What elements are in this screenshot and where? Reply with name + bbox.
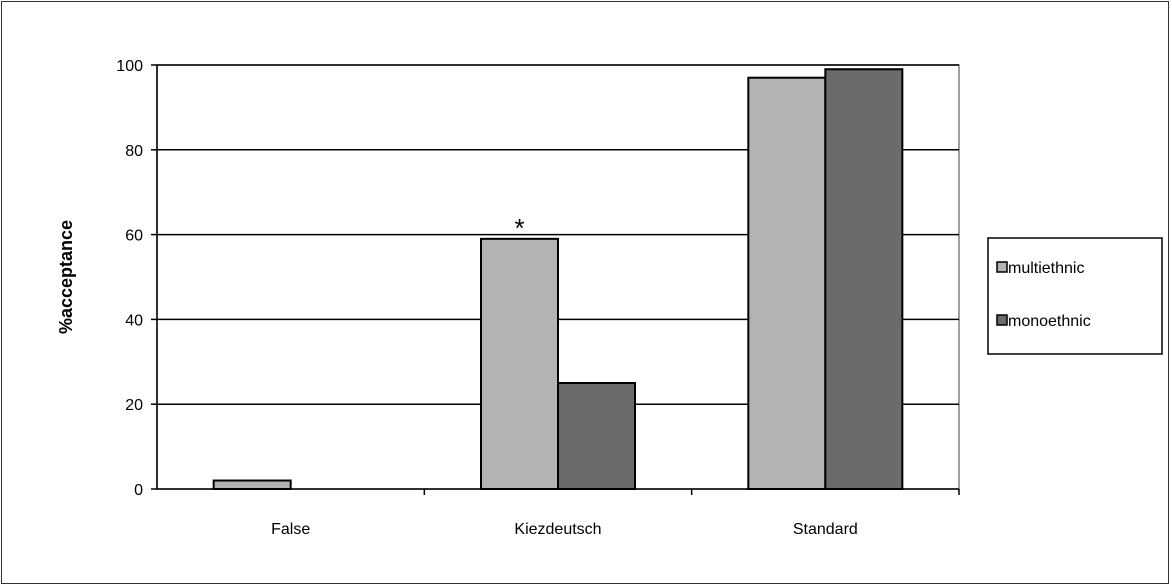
x-category-label: Kiezdeutsch: [514, 521, 601, 538]
bars: [212, 68, 904, 491]
legend-box: [987, 237, 1163, 355]
x-category-label: Standard: [793, 521, 858, 538]
significance-marker: *: [514, 213, 524, 243]
legend-swatch-monoethnic: [996, 314, 1008, 326]
y-tick-labels: 0 20 40 60 80 100: [116, 58, 143, 499]
y-axis-label: %acceptance: [56, 220, 76, 334]
axes: [151, 64, 960, 495]
y-tick-label: 40: [125, 312, 143, 329]
x-category-label: False: [271, 521, 310, 538]
legend-label-monoethnic: monoethnic: [1008, 313, 1091, 330]
legend-label-multiethnic: multiethnic: [1008, 260, 1084, 277]
bar-multiethnic: [480, 237, 559, 490]
bar-monoethnic: [824, 68, 904, 491]
y-tick-label: 60: [125, 228, 143, 245]
bar-multiethnic: [747, 76, 827, 490]
y-tick-label: 0: [134, 482, 143, 499]
annotations: *: [514, 213, 524, 243]
y-tick-label: 20: [125, 397, 143, 414]
y-tick-label: 80: [125, 143, 143, 160]
bar-monoethnic: [557, 382, 636, 490]
y-tick-label: 100: [116, 58, 143, 75]
legend: multiethnic monoethnic: [987, 237, 1163, 355]
legend-swatch-multiethnic: [996, 261, 1008, 273]
x-category-labels: False Kiezdeutsch Standard: [271, 521, 858, 538]
bar-multiethnic: [212, 479, 292, 490]
